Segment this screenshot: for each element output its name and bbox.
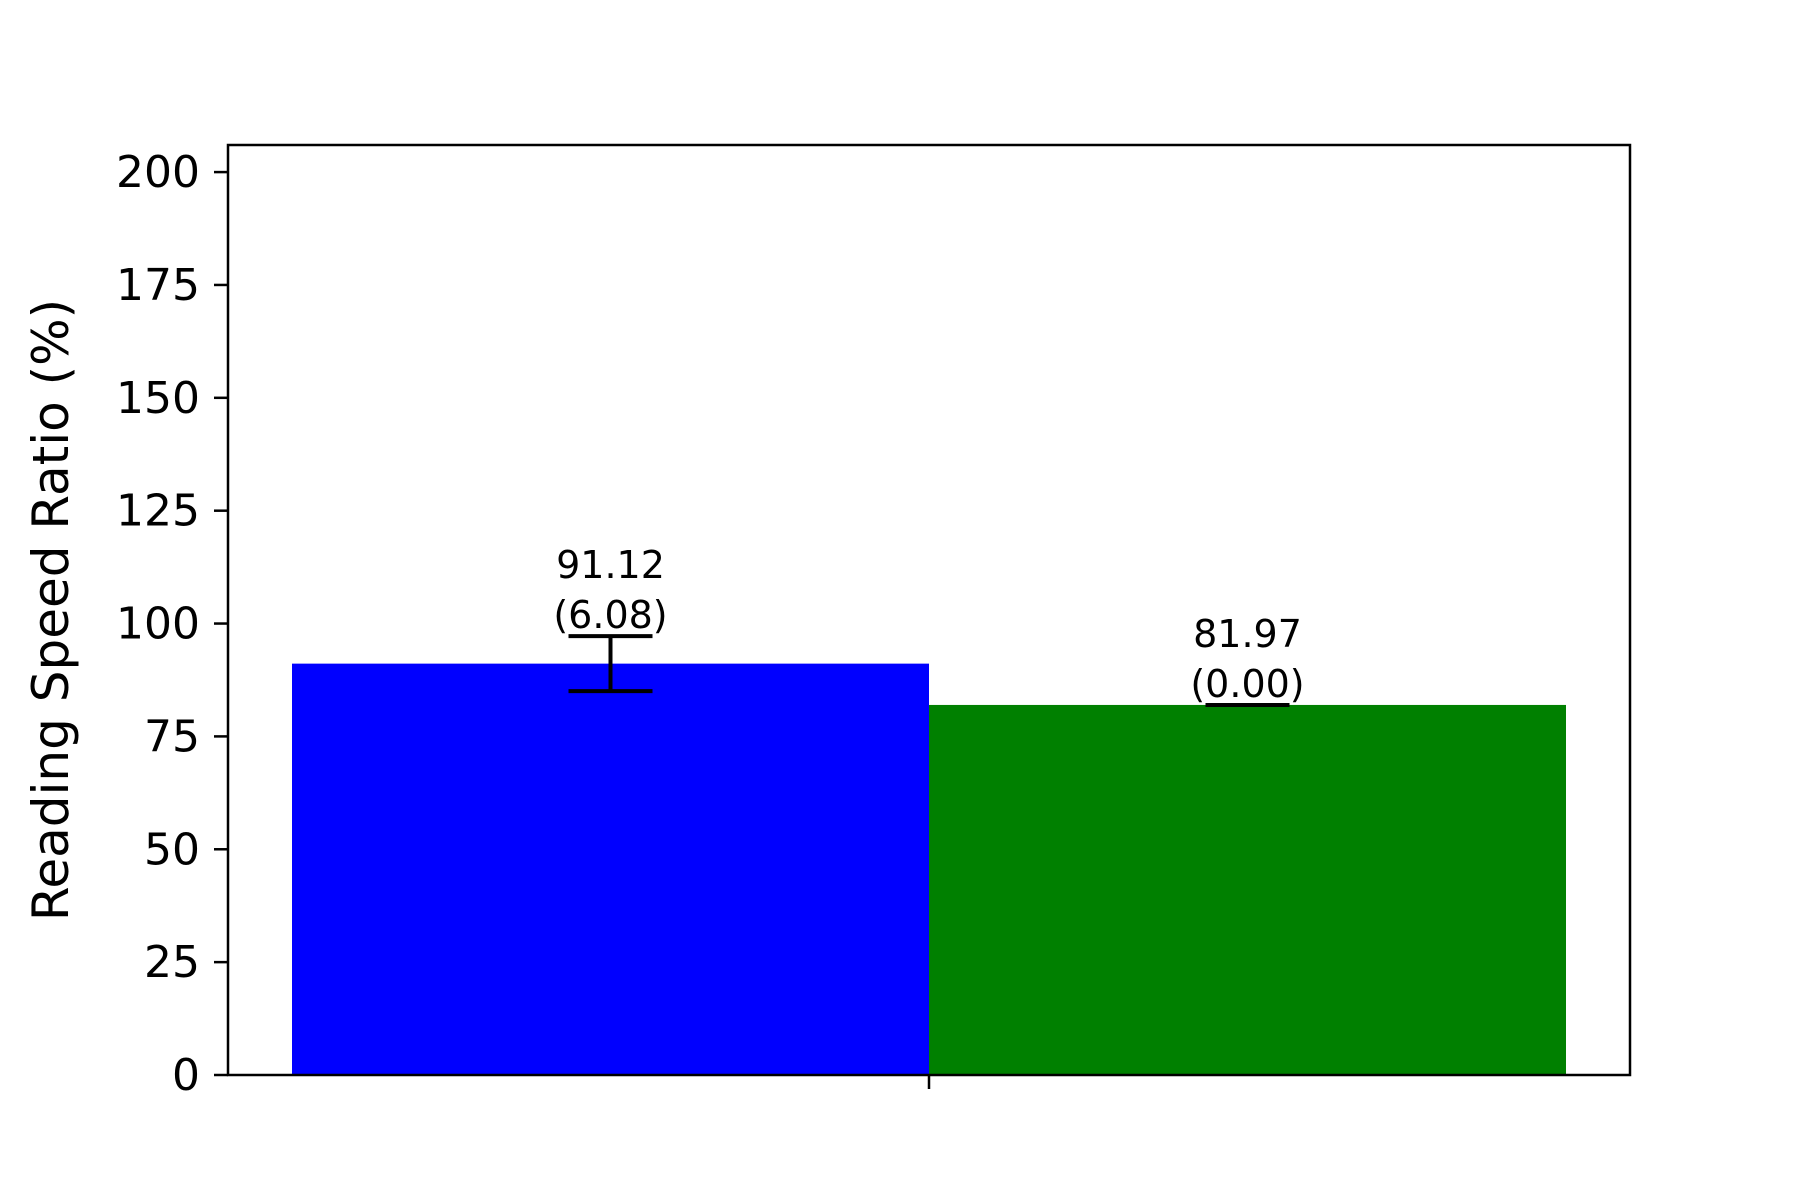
y-tick-label: 75 — [144, 711, 200, 762]
y-tick-label: 150 — [116, 373, 200, 424]
y-tick-label: 175 — [116, 260, 200, 311]
plot-frame — [226, 143, 1632, 1077]
error-bars-layer — [568, 634, 1290, 707]
data-labels-layer: (6.08) 91.12 (0.00) 81.97 — [553, 543, 1304, 706]
y-tick-label: 100 — [116, 599, 200, 650]
bar — [292, 663, 929, 1075]
y-tick-label: 50 — [144, 824, 200, 875]
bar-error-label: (0.00) — [1190, 662, 1304, 706]
bar-value-label: 81.97 — [1193, 612, 1302, 656]
y-axis: 0 25 50 75 100 125 150 175 200 — [116, 147, 228, 1101]
y-axis-title: Reading Speed Ratio (%) — [22, 299, 80, 921]
bar — [929, 704, 1566, 1075]
y-tick-label: 0 — [172, 1050, 200, 1101]
y-tick-label: 125 — [116, 486, 200, 537]
bar-error-label: (6.08) — [553, 593, 667, 637]
y-tick-label: 25 — [144, 937, 200, 988]
bars-layer — [292, 663, 1566, 1075]
bar-value-label: 91.12 — [556, 543, 665, 587]
y-tick-label: 200 — [116, 147, 200, 198]
